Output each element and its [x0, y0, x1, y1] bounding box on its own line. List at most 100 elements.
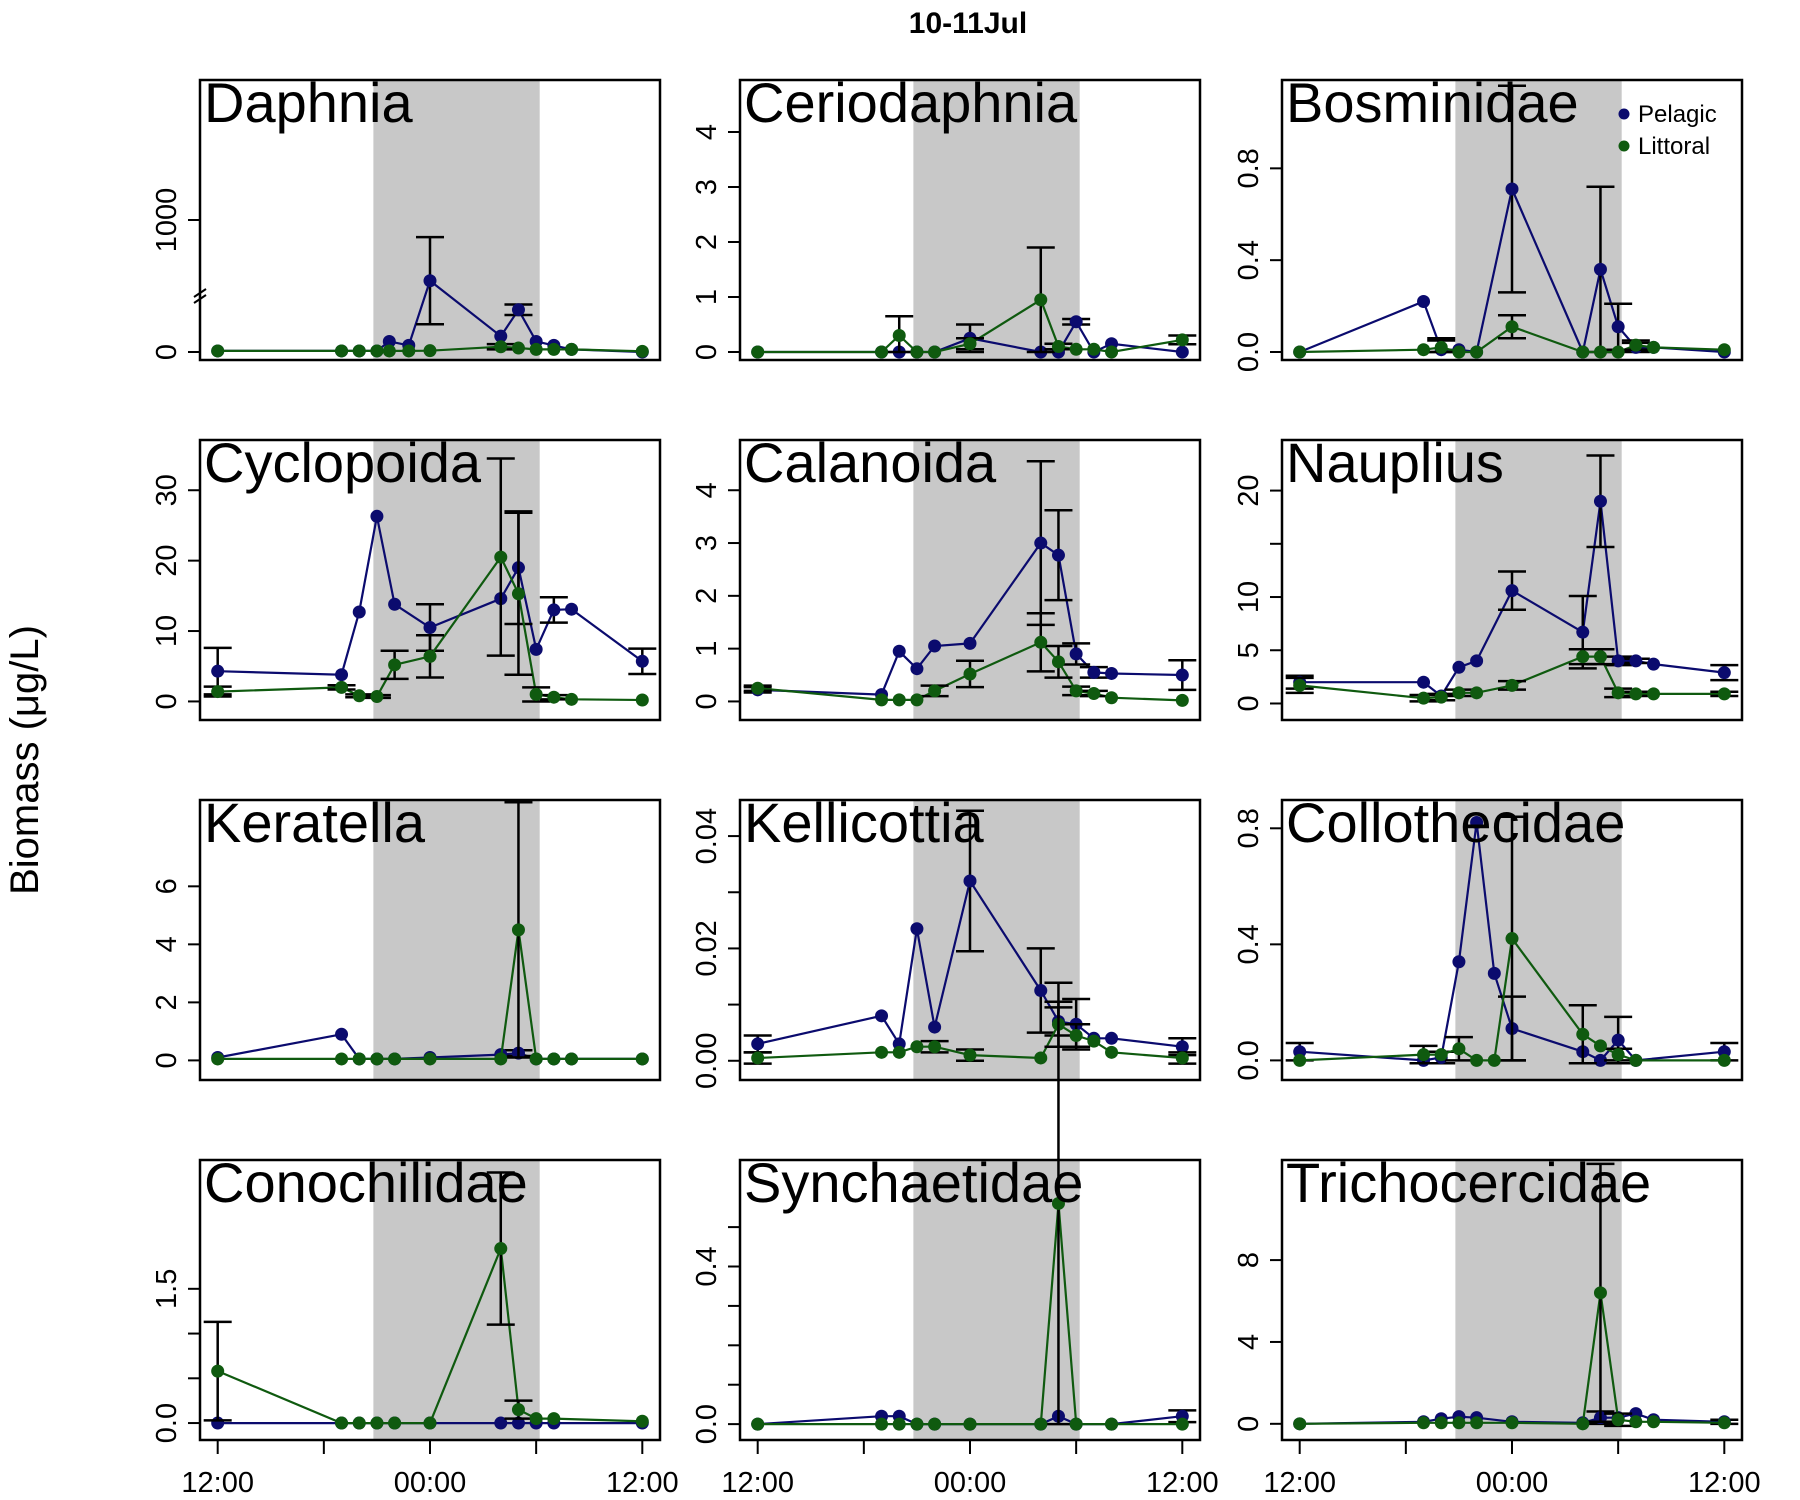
pelagic-point [910, 662, 924, 676]
littoral-point [892, 329, 906, 342]
y-tick-label: 0.00 [691, 1033, 723, 1089]
littoral-point [1576, 345, 1590, 359]
pelagic-point [1629, 654, 1643, 668]
littoral-point [494, 1242, 508, 1256]
littoral-point [1611, 345, 1625, 359]
x-tick-label: 12:00 [1688, 1467, 1761, 1499]
littoral-point [335, 1052, 349, 1066]
littoral-point [370, 690, 384, 704]
x-tick-label: 12:00 [181, 1467, 254, 1499]
littoral-point [1069, 684, 1083, 698]
night-shading [373, 80, 540, 360]
y-tick-label: 0 [151, 1052, 183, 1068]
littoral-point [1470, 1416, 1484, 1430]
pelagic-point [1417, 294, 1431, 308]
figure-title: 10-11Jul [909, 7, 1027, 40]
panel-title: Bosminidae [1286, 71, 1579, 134]
littoral-point [335, 680, 349, 694]
legend-label-pelagic: Pelagic [1638, 101, 1717, 128]
littoral-point [910, 1040, 924, 1054]
y-tick-label: 0.0 [1233, 1040, 1265, 1080]
littoral-point [352, 344, 366, 358]
littoral-point [1593, 1286, 1607, 1300]
littoral-point [1051, 655, 1065, 669]
pelagic-point [370, 509, 384, 523]
panel-conochilidae: 0.0 1.5 12:00 00:00 12:00 Conochilidae [151, 1151, 679, 1499]
littoral-point [565, 1052, 579, 1066]
pelagic-point [1505, 584, 1519, 598]
littoral-point [352, 1052, 366, 1066]
y-tick-label: 2 [151, 994, 183, 1010]
y-tick-label: 0 [1233, 695, 1265, 711]
littoral-point [910, 1417, 924, 1431]
littoral-point [1034, 293, 1048, 307]
y-tick-label: 0.0 [691, 1404, 723, 1444]
littoral-point [1593, 650, 1607, 664]
littoral-point [1293, 678, 1307, 692]
pelagic-point [1034, 536, 1048, 550]
littoral-point [423, 649, 437, 663]
y-tick-label: 0.4 [1233, 924, 1265, 964]
pelagic-point [352, 605, 366, 619]
littoral-point [928, 345, 942, 359]
littoral-point [1434, 1048, 1448, 1062]
y-tick-label: 4 [1233, 1334, 1265, 1350]
pelagic-point [1611, 1033, 1625, 1047]
legend-marker-pelagic [1618, 108, 1630, 120]
panel-title: Keratella [204, 791, 426, 854]
littoral-point [635, 1414, 649, 1428]
panel-title: Cyclopoida [204, 431, 482, 494]
pelagic-point [1505, 182, 1519, 196]
pelagic-point [1105, 666, 1119, 680]
littoral-point [352, 1416, 366, 1430]
panel-title: Ceriodaphnia [744, 71, 1078, 134]
pelagic-point [1069, 315, 1083, 329]
littoral-point [370, 344, 384, 358]
littoral-point [910, 693, 924, 707]
x-tick-label: 12:00 [1146, 1467, 1219, 1499]
y-tick-label: 20 [151, 545, 183, 577]
y-tick-label: 1.5 [151, 1269, 183, 1309]
littoral-point [1034, 1051, 1048, 1065]
littoral-point [1105, 1045, 1119, 1059]
littoral-point [1647, 340, 1661, 354]
littoral-point [402, 344, 416, 358]
night-shading [913, 440, 1080, 720]
night-shading [373, 800, 540, 1080]
panel-title: Calanoida [744, 431, 997, 494]
littoral-point [335, 1416, 349, 1430]
littoral-point [1576, 1027, 1590, 1041]
littoral-point [1434, 690, 1448, 704]
littoral-point [1105, 1417, 1119, 1431]
panel-title: Synchaetidae [744, 1151, 1083, 1214]
littoral-point [547, 1412, 561, 1426]
littoral-point [1051, 340, 1065, 353]
pelagic-point [875, 1009, 889, 1023]
panel-trichocercidae: 0 4 8 12:00 00:00 12:00 Trichocercidae [1233, 1151, 1761, 1499]
littoral-point [1293, 345, 1307, 359]
littoral-point [388, 658, 402, 672]
pelagic-point [1175, 345, 1189, 359]
littoral-point [1470, 345, 1484, 359]
panel-ceriodaphnia: 0 1 2 3 4 Ceriodaphnia [691, 71, 1202, 362]
panel-title: Trichocercidae [1286, 1151, 1651, 1214]
littoral-point [547, 342, 561, 356]
littoral-point [494, 340, 508, 354]
littoral-point [511, 1403, 525, 1417]
littoral-point [963, 1417, 977, 1431]
panel-synchaetidae: 0.0 0.4 12:00 00:00 12:00 Synchaetidae [691, 981, 1219, 1499]
littoral-point [494, 1052, 508, 1066]
littoral-point [1293, 1417, 1307, 1431]
littoral-point [370, 1052, 384, 1066]
littoral-point [1593, 1039, 1607, 1053]
panel-cyclopoida: 0 10 20 30 Cyclopoida [151, 431, 662, 722]
night-shading [913, 1160, 1080, 1440]
littoral-point [211, 1364, 225, 1378]
y-tick-label: 10 [151, 615, 183, 647]
panel-title: Collothecidae [1286, 791, 1625, 854]
x-tick-label: 00:00 [1476, 1467, 1549, 1499]
pelagic-point [529, 642, 543, 656]
y-tick-label: 0.4 [1233, 240, 1265, 280]
legend-label-littoral: Littoral [1638, 133, 1710, 160]
